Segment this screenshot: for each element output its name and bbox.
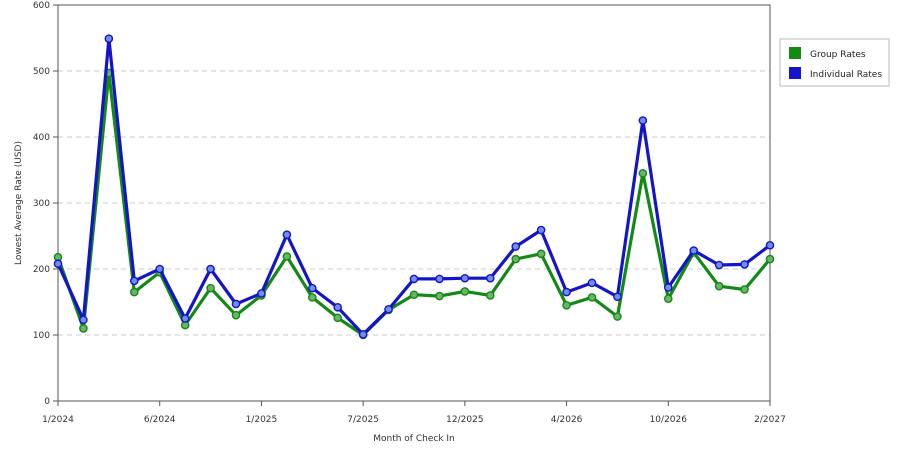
- x-tick-label: 6/2024: [144, 415, 176, 425]
- data-point-individual-rates: [485, 273, 495, 283]
- y-tick-label: 200: [33, 265, 50, 275]
- data-point-individual-rates: [460, 273, 470, 283]
- data-point-group-rates: [79, 324, 88, 333]
- x-tick-label: 2/2027: [754, 415, 786, 425]
- data-point-group-rates: [460, 287, 470, 296]
- axes: 0 100 200 300 400 500 600 1/2024 6/2024 1/2025 7/2…: [33, 1, 786, 425]
- data-point-individual-rates: [536, 225, 546, 235]
- data-point-individual-rates: [511, 242, 521, 251]
- y-tick-label: 300: [33, 199, 50, 209]
- series-group-rates: [53, 68, 775, 340]
- data-point-individual-rates: [435, 274, 444, 284]
- data-point-group-rates: [587, 293, 597, 302]
- data-point-individual-rates: [689, 246, 699, 255]
- data-point-individual-rates: [155, 264, 165, 274]
- data-point-individual-rates: [663, 283, 673, 292]
- data-point-individual-rates: [333, 302, 343, 312]
- data-point-individual-rates: [714, 260, 724, 270]
- data-point-group-rates: [663, 294, 673, 304]
- data-point-group-rates: [206, 283, 215, 293]
- data-point-group-rates: [511, 254, 521, 264]
- data-point-group-rates: [765, 254, 775, 264]
- data-point-individual-rates: [53, 259, 63, 269]
- y-tick-label: 600: [33, 1, 50, 11]
- data-point-individual-rates: [180, 314, 190, 323]
- data-point-individual-rates: [613, 292, 622, 302]
- series-line-individual-rates: [56, 37, 771, 336]
- data-point-group-rates: [282, 252, 292, 261]
- y-axis-title: Lowest Average Rate (USD): [14, 141, 24, 265]
- data-point-individual-rates: [409, 274, 419, 284]
- data-point-individual-rates: [562, 287, 571, 297]
- y-tick-label: 500: [33, 67, 50, 77]
- data-point-individual-rates: [231, 299, 241, 309]
- data-point-individual-rates: [257, 289, 266, 298]
- data-point-individual-rates: [638, 116, 648, 125]
- data-point-group-rates: [536, 249, 546, 259]
- data-point-group-rates: [638, 168, 648, 178]
- data-point-individual-rates: [307, 283, 317, 293]
- x-tick-label: 1/2025: [246, 415, 278, 425]
- data-point-group-rates: [231, 310, 241, 320]
- data-point-group-rates: [485, 291, 495, 300]
- grid-lines: [58, 70, 770, 336]
- x-tick-label: 1/2024: [42, 415, 74, 425]
- data-point-individual-rates: [587, 278, 597, 288]
- legend-label-group-rates: Group Rates: [810, 50, 866, 60]
- data-point-individual-rates: [384, 304, 393, 314]
- series-layer: [53, 34, 775, 340]
- legend-swatch-individual-rates: [789, 67, 801, 79]
- x-tick-label: 7/2025: [347, 415, 379, 425]
- data-point-group-rates: [613, 312, 622, 321]
- data-point-group-rates: [714, 281, 724, 291]
- data-point-individual-rates: [740, 260, 749, 269]
- data-point-individual-rates: [206, 264, 215, 274]
- data-point-group-rates: [435, 291, 444, 301]
- data-point-individual-rates: [358, 330, 368, 339]
- data-point-individual-rates: [282, 230, 292, 239]
- legend: Group Rates Individual Rates: [779, 38, 890, 87]
- data-point-group-rates: [740, 285, 749, 294]
- y-tick-label: 0: [44, 397, 50, 407]
- data-point-individual-rates: [765, 240, 775, 250]
- data-point-group-rates: [333, 313, 343, 323]
- data-point-group-rates: [307, 293, 317, 302]
- legend-swatch-group-rates: [789, 47, 801, 59]
- x-tick-label: 4/2026: [551, 415, 583, 425]
- data-point-group-rates: [409, 290, 419, 300]
- legend-label-individual-rates: Individual Rates: [810, 70, 882, 80]
- x-tick-label: 10/2026: [650, 415, 688, 425]
- data-point-individual-rates: [104, 34, 114, 43]
- x-tick-label: 12/2025: [446, 415, 483, 425]
- data-point-group-rates: [129, 287, 139, 297]
- data-point-individual-rates: [129, 276, 139, 286]
- data-point-individual-rates: [79, 315, 88, 325]
- y-tick-label: 100: [33, 331, 50, 341]
- data-point-group-rates: [562, 300, 571, 310]
- series-individual-rates: [53, 34, 775, 339]
- y-tick-label: 400: [33, 133, 50, 143]
- x-axis-title: Month of Check In: [373, 434, 455, 444]
